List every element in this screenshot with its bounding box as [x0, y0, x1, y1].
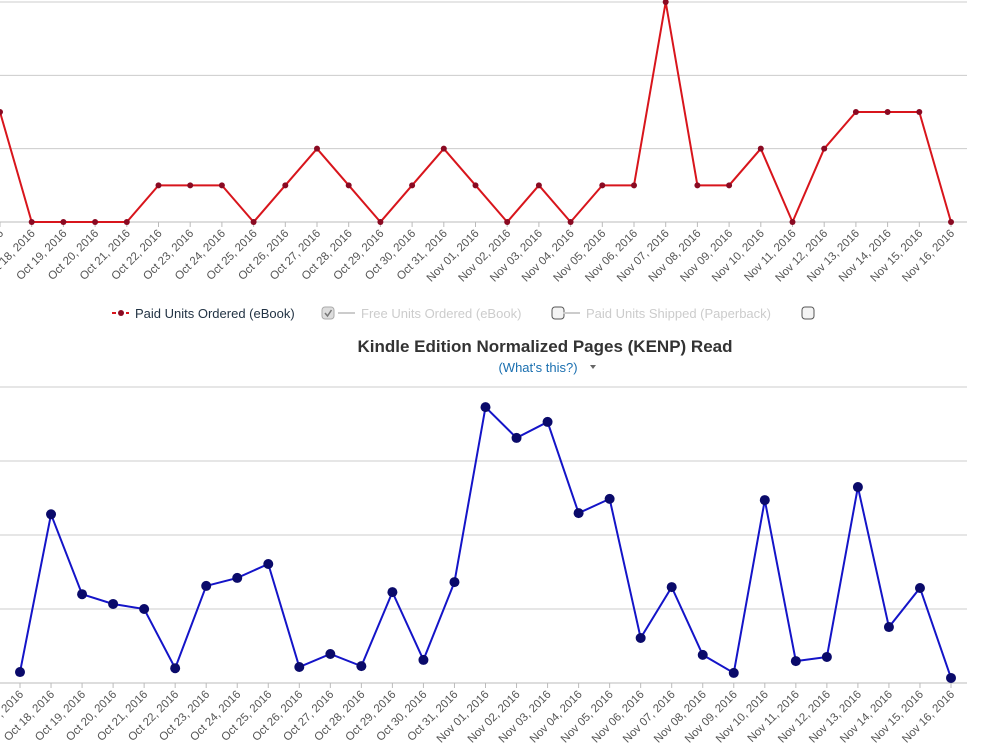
data-point [914, 582, 925, 593]
data-point [757, 145, 764, 152]
checkmark [324, 309, 333, 318]
data-point [250, 219, 257, 225]
series-line [0, 1, 952, 225]
data-point [535, 182, 542, 189]
data-point [377, 219, 384, 225]
legend-checkbox[interactable] [551, 306, 565, 320]
data-point [201, 580, 212, 591]
data-point [631, 182, 637, 189]
data-point [314, 145, 320, 152]
data-point [282, 182, 289, 189]
data-point [916, 109, 923, 115]
data-point [821, 145, 828, 152]
data-point [511, 432, 522, 443]
legend-checkbox[interactable] [801, 306, 815, 320]
data-point [635, 633, 646, 644]
data-point [946, 672, 956, 683]
data-point [852, 109, 859, 115]
data-point [480, 402, 491, 413]
dropdown-caret[interactable] [590, 365, 596, 369]
chart-title: Kindle Edition Normalized Pages (KENP) R… [357, 337, 732, 356]
data-point [604, 493, 615, 504]
data-point [504, 219, 511, 225]
data-point [472, 182, 479, 189]
data-point [46, 509, 57, 520]
data-point [409, 182, 416, 189]
data-point [60, 219, 67, 225]
data-point [440, 145, 447, 152]
data-point [789, 219, 796, 225]
data-point [170, 663, 181, 674]
data-point [92, 219, 99, 225]
data-point [728, 667, 739, 678]
data-point [0, 109, 3, 115]
data-point [218, 182, 225, 189]
data-point [666, 582, 677, 593]
data-point [155, 182, 162, 189]
data-point [697, 649, 708, 660]
data-point [28, 219, 35, 225]
data-point [263, 559, 274, 570]
legend-label[interactable]: Free Units Ordered (eBook) [361, 306, 521, 321]
data-point [884, 109, 891, 115]
data-point [567, 219, 574, 225]
data-point [187, 182, 194, 189]
data-point [418, 654, 429, 665]
series-line [19, 405, 952, 679]
data-point [883, 622, 894, 633]
data-point [387, 587, 398, 598]
data-point [726, 182, 733, 189]
data-point [108, 598, 119, 609]
legend-label[interactable]: Paid Units Ordered (eBook) [135, 306, 295, 321]
data-point [232, 572, 243, 583]
data-point [694, 182, 701, 189]
data-point [599, 182, 606, 189]
data-point [759, 495, 770, 506]
data-point [77, 589, 88, 600]
data-point [15, 667, 25, 678]
data-point [449, 577, 460, 588]
data-point [139, 604, 150, 614]
data-point [852, 482, 863, 493]
data-point [345, 182, 352, 189]
data-point [294, 662, 305, 673]
help-link[interactable]: (What's this?) [498, 360, 577, 375]
data-point [325, 648, 336, 659]
data-point [790, 656, 801, 667]
legend-marker [118, 310, 124, 316]
data-point [356, 661, 367, 672]
legend-label[interactable]: Paid Units Shipped (Paperback) [586, 306, 771, 321]
data-point [573, 508, 584, 519]
data-point [662, 0, 669, 5]
data-point [123, 219, 130, 225]
data-point [948, 219, 954, 225]
data-point [542, 416, 553, 427]
data-point [821, 651, 832, 662]
legend-checkbox[interactable] [321, 306, 335, 320]
